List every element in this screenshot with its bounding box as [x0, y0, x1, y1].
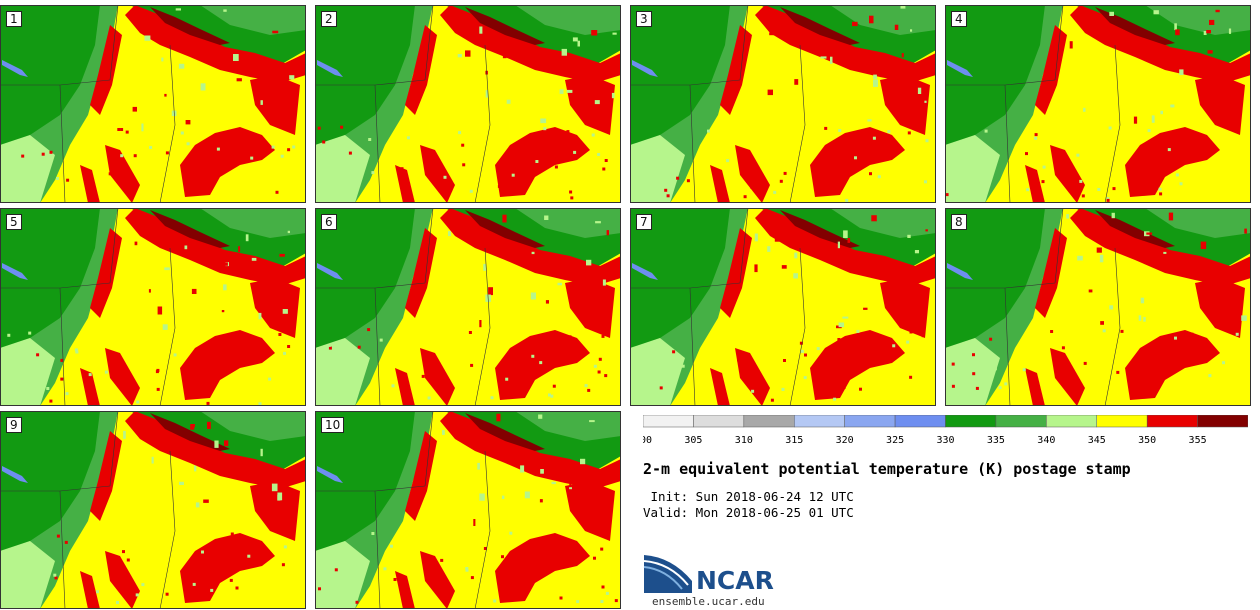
colorbar-swatch — [945, 415, 997, 428]
member-number: 8 — [951, 214, 967, 230]
colorbar-tick-label: 310 — [735, 435, 753, 445]
member-number: 6 — [321, 214, 337, 230]
colorbar-tick-label: 315 — [785, 435, 803, 445]
member-panel-9: 9 — [0, 411, 306, 609]
member-map — [945, 5, 1251, 203]
colorbar-swatch — [743, 415, 795, 428]
member-panel-10: 10 — [315, 411, 621, 609]
member-number: 1 — [6, 11, 22, 27]
colorbar-swatch — [1046, 415, 1097, 428]
member-number: 2 — [321, 11, 337, 27]
member-map — [945, 208, 1251, 406]
member-map — [315, 208, 621, 406]
member-map — [0, 5, 306, 203]
member-panel-3: 3 — [630, 5, 936, 203]
member-number: 3 — [636, 11, 652, 27]
colorbar-tick-label: 325 — [886, 435, 904, 445]
colorbar-swatch — [995, 415, 1047, 428]
ncar-logo-text: NCAR — [696, 566, 774, 595]
colorbar-swatch — [1146, 415, 1198, 428]
colorbar-tick-label: 300 — [643, 435, 652, 445]
ensemble-url: ensemble.ucar.edu — [652, 595, 765, 608]
member-number: 4 — [951, 11, 967, 27]
colorbar-swatch — [844, 415, 896, 428]
member-map — [0, 411, 306, 609]
member-number: 9 — [6, 417, 22, 433]
colorbar-tick-label: 350 — [1138, 435, 1156, 445]
member-panel-5: 5 — [0, 208, 306, 406]
colorbar-tick-label: 355 — [1189, 435, 1207, 445]
member-number: 5 — [6, 214, 22, 230]
colorbar-tick-label: 305 — [684, 435, 702, 445]
member-panel-7: 7 — [630, 208, 936, 406]
colorbar-swatch — [794, 415, 845, 428]
colorbar-tick-label: 340 — [1037, 435, 1055, 445]
colorbar-tick-label: 335 — [987, 435, 1005, 445]
member-panel-2: 2 — [315, 5, 621, 203]
valid-time: Valid: Mon 2018-06-25 01 UTC — [643, 505, 854, 520]
colorbar-tick-label: 330 — [936, 435, 954, 445]
member-map — [630, 208, 936, 406]
colorbar-tick-label: 345 — [1088, 435, 1106, 445]
colorbar-swatch — [894, 415, 946, 428]
ncar-logo-icon — [643, 555, 692, 593]
member-map — [315, 5, 621, 203]
member-number: 10 — [321, 417, 345, 433]
member-map — [630, 5, 936, 203]
member-number: 7 — [636, 214, 652, 230]
colorbar-swatch — [1096, 415, 1148, 428]
member-map — [315, 411, 621, 609]
colorbar-swatch — [643, 415, 694, 428]
colorbar-swatch — [693, 415, 745, 428]
member-panel-8: 8 — [945, 208, 1251, 406]
member-map — [0, 208, 306, 406]
colorbar-tick-label: 320 — [836, 435, 854, 445]
member-panel-4: 4 — [945, 5, 1251, 203]
member-panel-1: 1 — [0, 5, 306, 203]
member-panel-6: 6 — [315, 208, 621, 406]
colorbar-swatch — [1197, 415, 1248, 428]
colorbar: 300 305 310 315 320 325 330 335 340 345 350 355 — [643, 415, 1248, 445]
chart-title: 2-m equivalent potential temperature (K)… — [643, 460, 1131, 478]
init-time: Init: Sun 2018-06-24 12 UTC — [643, 489, 854, 504]
